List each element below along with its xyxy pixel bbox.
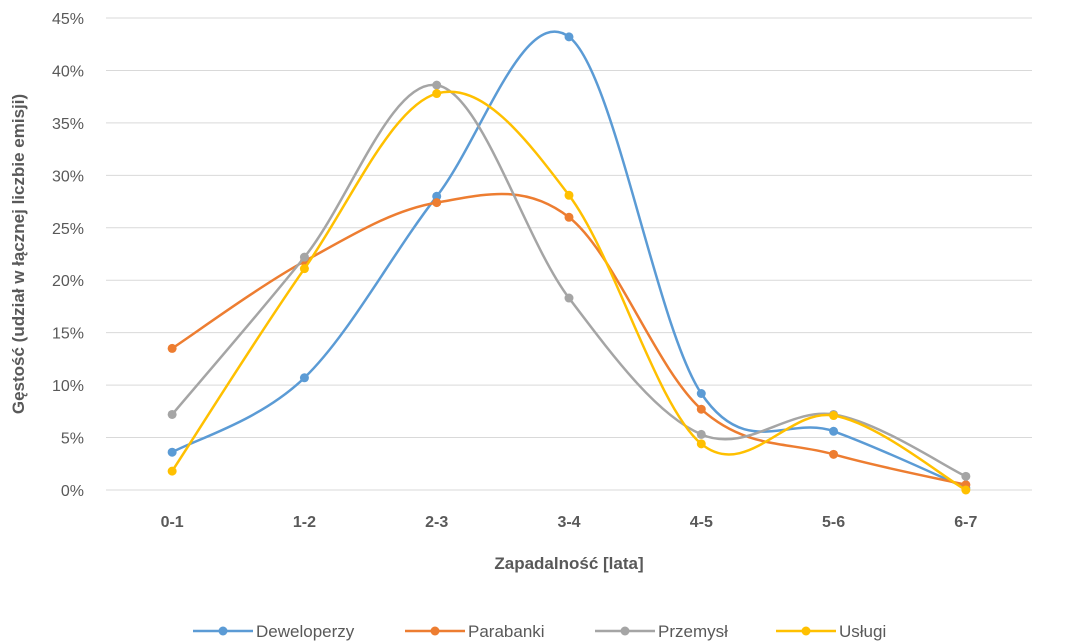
- legend-label: Usługi: [839, 622, 886, 641]
- legend-marker: [430, 626, 440, 636]
- data-point: [432, 80, 442, 90]
- series-parabanki: [167, 192, 971, 490]
- x-axis-ticks: 0-1 1-2 2-3 3-4 4-5 5-6 6-7: [161, 514, 978, 531]
- series-line: [171, 192, 967, 486]
- legend-marker: [218, 626, 228, 636]
- x-tick-label: 6-7: [954, 514, 977, 531]
- x-tick-label: 2-3: [425, 514, 448, 531]
- data-point: [829, 426, 839, 436]
- y-axis-title: Gęstość (udział w łącznej liczbie emisji…: [9, 94, 28, 414]
- y-tick-label: 30%: [52, 168, 84, 185]
- data-point: [564, 293, 574, 303]
- y-tick-label: 35%: [52, 116, 84, 133]
- data-point: [829, 449, 839, 459]
- legend-item: Parabanki: [405, 622, 545, 641]
- data-point: [961, 485, 971, 495]
- legend-item: Deweloperzy: [193, 622, 355, 641]
- data-point: [432, 198, 442, 208]
- y-tick-label: 15%: [52, 326, 84, 343]
- y-tick-label: 10%: [52, 378, 84, 395]
- series-lines: [167, 30, 971, 495]
- x-tick-label: 4-5: [690, 514, 713, 531]
- legend: Deweloperzy Parabanki Przemysł Usługi: [193, 622, 886, 641]
- data-point: [961, 471, 971, 481]
- data-point: [167, 447, 177, 457]
- data-point: [432, 89, 442, 99]
- y-tick-label: 5%: [61, 431, 84, 448]
- data-point: [299, 264, 309, 274]
- data-point: [167, 466, 177, 476]
- data-point: [829, 411, 839, 421]
- series-usługi: [167, 89, 971, 495]
- y-tick-label: 40%: [52, 63, 84, 80]
- data-point: [299, 373, 309, 383]
- x-tick-label: 1-2: [293, 514, 316, 531]
- y-tick-label: 0%: [61, 483, 84, 500]
- series-line: [171, 90, 967, 492]
- legend-item: Przemysł: [595, 622, 728, 641]
- data-point: [299, 252, 309, 262]
- legend-label: Parabanki: [468, 622, 545, 641]
- data-point: [564, 32, 574, 42]
- data-point: [432, 191, 442, 201]
- x-tick-label: 3-4: [557, 514, 580, 531]
- legend-marker: [801, 626, 811, 636]
- x-tick-label: 0-1: [161, 514, 184, 531]
- x-axis-title: Zapadalność [lata]: [494, 554, 643, 573]
- y-tick-label: 45%: [52, 11, 84, 28]
- series-deweloperzy: [167, 30, 971, 493]
- data-point: [167, 409, 177, 419]
- x-tick-label: 5-6: [822, 514, 845, 531]
- data-point: [696, 439, 706, 449]
- data-point: [167, 343, 177, 353]
- y-tick-label: 20%: [52, 273, 84, 290]
- data-point: [696, 404, 706, 414]
- legend-label: Deweloperzy: [256, 622, 355, 641]
- data-point: [564, 212, 574, 222]
- y-axis-ticks: 0% 5% 10% 15% 20% 25% 30% 35% 40% 45%: [52, 11, 84, 500]
- data-point: [564, 190, 574, 200]
- data-point: [696, 429, 706, 439]
- y-tick-label: 25%: [52, 221, 84, 238]
- legend-label: Przemysł: [658, 622, 728, 641]
- data-point: [696, 389, 706, 399]
- legend-item: Usługi: [776, 622, 886, 641]
- legend-marker: [620, 626, 630, 636]
